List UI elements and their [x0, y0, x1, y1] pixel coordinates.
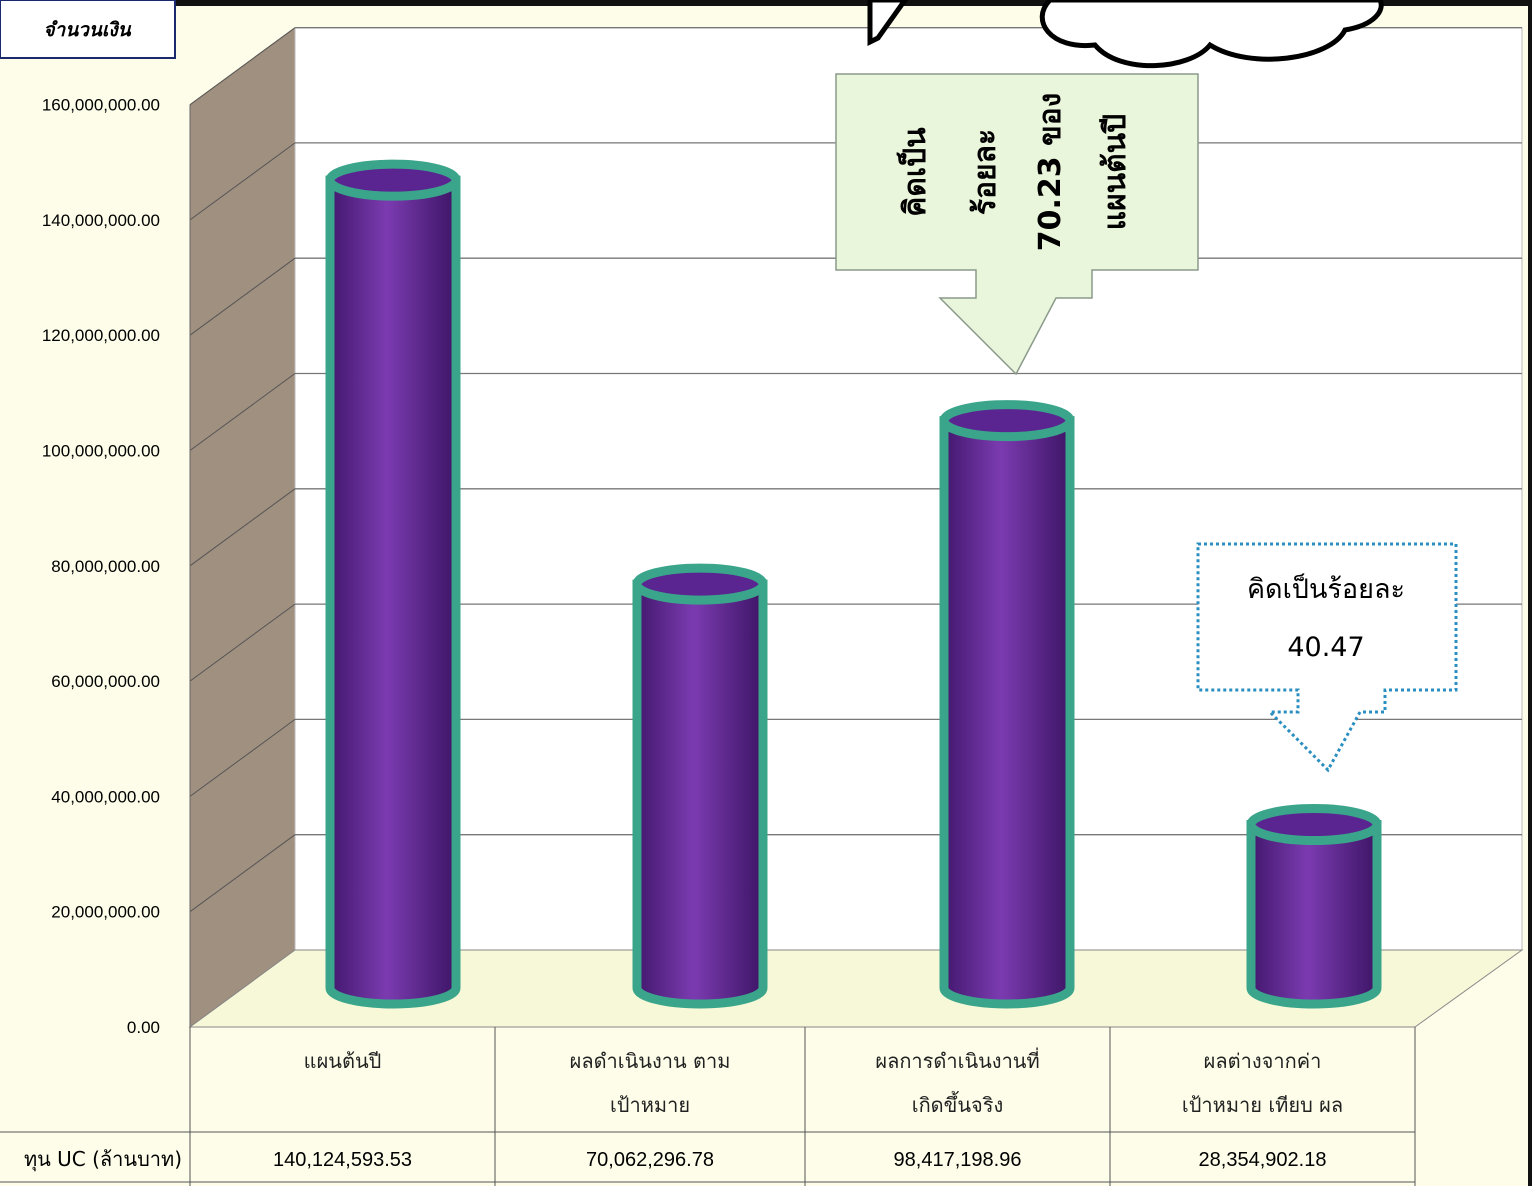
callout-text: ร้อยละ: [968, 129, 1003, 215]
bar-top: [632, 563, 768, 605]
bar-body: [325, 175, 461, 1009]
bar-body: [939, 416, 1075, 1009]
y-tick-label: 160,000,000.00: [42, 96, 160, 115]
bar: [325, 159, 461, 1009]
x-category-label: ผลต่างจากค่า: [1204, 1049, 1322, 1073]
gridline-side: [189, 257, 296, 336]
bar-top: [939, 400, 1075, 442]
speech-bubble-tail: [867, 0, 909, 47]
y-tick-label: 140,000,000.00: [42, 211, 160, 230]
data-table-value: 28,354,902.18: [1199, 1149, 1327, 1171]
y-tick-label: 40,000,000.00: [51, 787, 160, 806]
y-tick-label: 100,000,000.00: [42, 442, 160, 461]
callout-text: คิดเป็น: [896, 127, 933, 217]
floor: [188, 949, 1524, 1028]
callout-text: แผนต้นปี: [1098, 114, 1133, 230]
callout-percent-of-plan: [835, 73, 1199, 376]
gridline-side: [189, 27, 296, 106]
gridline-side: [189, 718, 296, 797]
data-table-value: 70,062,296.78: [586, 1149, 714, 1171]
bar: [632, 563, 768, 1009]
bar: [939, 400, 1075, 1009]
series-name-label: ทุน UC (ล้านบาท): [24, 1147, 182, 1172]
x-category-label: ผลดำเนินงาน ตาม: [570, 1049, 731, 1073]
bar-top: [1246, 804, 1382, 846]
x-category-label: เป้าหมาย: [610, 1093, 690, 1117]
gridline-side: [189, 834, 296, 913]
bar-top: [325, 159, 461, 201]
callout-percent-difference: [1196, 542, 1458, 773]
x-category-label: ผลการดำเนินงานที่: [875, 1047, 1039, 1073]
y-tick-label: 0.00: [127, 1018, 160, 1037]
bar: [1246, 804, 1382, 1009]
callout-text: 70.23 ของ: [1033, 93, 1068, 252]
bar-body: [1246, 820, 1382, 1009]
right-border: [1528, 0, 1532, 1186]
x-category-label: แผนต้นปี: [304, 1049, 382, 1073]
top-border: [0, 0, 1532, 6]
callout-text: คิดเป็นร้อยละ: [1247, 571, 1405, 605]
data-table-value: 98,417,198.96: [894, 1149, 1022, 1171]
data-table-value: 140,124,593.53: [273, 1149, 412, 1171]
thought-cloud: [1039, 0, 1384, 69]
x-category-label: เกิดขึ้นจริง: [912, 1091, 1004, 1117]
y-tick-label: 80,000,000.00: [51, 557, 160, 576]
gridline-side: [189, 603, 296, 682]
y-tick-label: 60,000,000.00: [51, 672, 160, 691]
gridline-side: [189, 488, 296, 567]
ylabel-box: [0, 0, 176, 59]
y-axis-label: จำนวนเงิน: [43, 19, 131, 41]
callout-text: 40.47: [1287, 632, 1364, 663]
x-category-label: เป้าหมาย เทียบ ผล: [1182, 1093, 1343, 1117]
y-tick-label: 20,000,000.00: [51, 903, 160, 922]
bar-body: [632, 579, 768, 1009]
y-tick-label: 120,000,000.00: [42, 326, 160, 345]
gridline-side: [189, 142, 296, 221]
gridline-side: [189, 373, 296, 451]
